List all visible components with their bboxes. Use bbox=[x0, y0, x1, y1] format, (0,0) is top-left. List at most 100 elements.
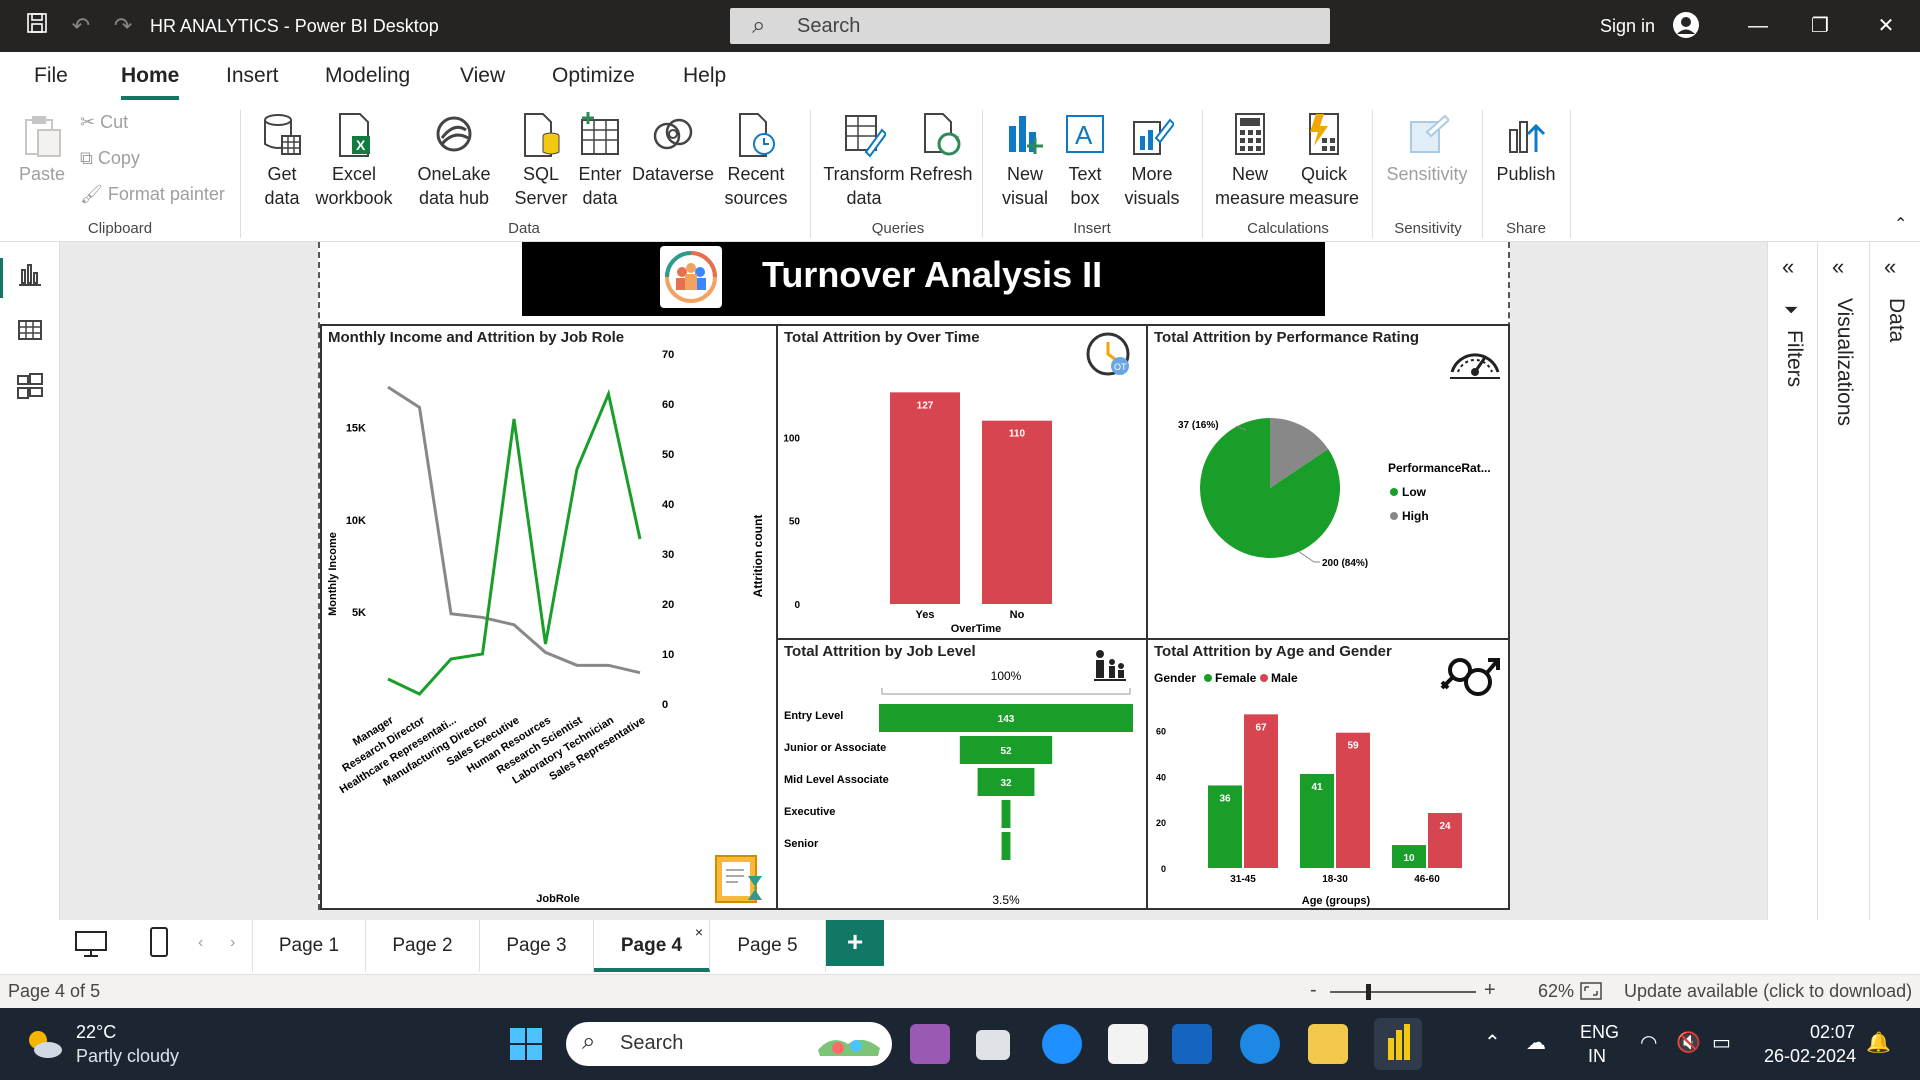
x-tick-label: 31-45 bbox=[1230, 874, 1256, 885]
more-visuals-button[interactable]: More visuals bbox=[1116, 112, 1188, 210]
myhp-icon[interactable] bbox=[1172, 1024, 1212, 1064]
desktop-layout-icon[interactable] bbox=[74, 930, 108, 965]
publish-button[interactable]: Publish bbox=[1494, 112, 1558, 186]
undo-icon[interactable]: ↶ bbox=[71, 13, 91, 38]
expand-filters-icon[interactable]: « bbox=[1782, 254, 1795, 279]
excel-workbook-button[interactable]: X Excel workbook bbox=[314, 112, 394, 210]
file-explorer-icon[interactable] bbox=[1308, 1024, 1348, 1064]
store-icon[interactable] bbox=[1108, 1024, 1148, 1064]
enter-data-button[interactable]: Enter data bbox=[574, 112, 626, 210]
edge-icon[interactable] bbox=[1042, 1024, 1082, 1064]
copilot-icon[interactable] bbox=[910, 1024, 950, 1064]
menu-home[interactable]: Home bbox=[121, 64, 180, 100]
menu-view[interactable]: View bbox=[460, 64, 506, 87]
battery-icon[interactable]: ▭ bbox=[1712, 1032, 1731, 1054]
close-tab-icon[interactable]: × bbox=[694, 924, 703, 940]
sensitivity-button[interactable]: Sensitivity bbox=[1382, 112, 1472, 186]
powerbi-taskbar-icon[interactable] bbox=[1374, 1018, 1422, 1070]
y-right-tick: 60 bbox=[662, 399, 674, 411]
help-icon[interactable] bbox=[1240, 1024, 1280, 1064]
report-view-icon[interactable] bbox=[16, 260, 46, 290]
x-axis-label: Age (groups) bbox=[1302, 895, 1371, 907]
wifi-icon[interactable]: ◠ bbox=[1640, 1032, 1658, 1054]
tray-chevron-icon[interactable]: ⌃ bbox=[1484, 1032, 1501, 1054]
mobile-layout-icon[interactable] bbox=[148, 926, 170, 965]
model-view-icon[interactable] bbox=[16, 372, 46, 402]
menu-insert[interactable]: Insert bbox=[226, 64, 279, 87]
performance-visual[interactable]: Total Attrition by Performance Rating Pe… bbox=[1146, 324, 1510, 640]
svg-text:X: X bbox=[356, 137, 366, 153]
tab-page-1[interactable]: Page 1 bbox=[252, 920, 366, 972]
overtime-visual[interactable]: Total Attrition by Over Time OT OverTime… bbox=[776, 324, 1148, 640]
sign-in-link[interactable]: Sign in bbox=[1600, 16, 1656, 36]
data-label: 59 bbox=[1347, 741, 1359, 752]
y-tick: 20 bbox=[1156, 818, 1166, 828]
refresh-button[interactable]: Refresh bbox=[906, 112, 976, 186]
transform-data-button[interactable]: Transform data bbox=[822, 112, 906, 210]
legend-male: Male bbox=[1271, 671, 1298, 685]
restore-icon[interactable]: ❐ bbox=[1811, 15, 1829, 37]
expand-visualizations-icon[interactable]: « bbox=[1832, 254, 1845, 279]
tab-page-2[interactable]: Page 2 bbox=[366, 920, 480, 972]
zoom-in-icon[interactable]: + bbox=[1484, 979, 1496, 1001]
tab-page-4[interactable]: Page 4 × bbox=[594, 920, 710, 972]
windows-start-icon[interactable] bbox=[508, 1026, 544, 1067]
clock-time[interactable]: 02:07 bbox=[1810, 1022, 1856, 1042]
tab-page-5[interactable]: Page 5 bbox=[710, 920, 826, 972]
tab-page-3[interactable]: Page 3 bbox=[480, 920, 594, 972]
menu-modeling[interactable]: Modeling bbox=[325, 64, 411, 87]
copy-button[interactable]: ⧉ Copy bbox=[80, 148, 140, 169]
close-icon[interactable]: ✕ bbox=[1877, 15, 1895, 37]
text-box-button[interactable]: A Text box bbox=[1058, 112, 1112, 210]
taskbar-search[interactable]: ⌕ Search bbox=[566, 1022, 892, 1066]
weather-text: Partly cloudy bbox=[76, 1046, 180, 1066]
get-data-button[interactable]: Get data bbox=[252, 112, 312, 210]
table-view-icon[interactable] bbox=[16, 316, 46, 346]
volume-mute-icon[interactable]: 🔇 bbox=[1676, 1032, 1701, 1054]
quick-measure-button[interactable]: Quick measure bbox=[1286, 112, 1362, 210]
minimize-icon[interactable]: — bbox=[1748, 15, 1768, 37]
save-icon[interactable] bbox=[22, 11, 52, 41]
age-gender-visual[interactable]: Total Attrition by Age and Gender Gender… bbox=[1146, 638, 1510, 910]
dataverse-button[interactable]: Dataverse bbox=[632, 112, 714, 186]
new-visual-button[interactable]: New visual bbox=[994, 112, 1056, 210]
visualizations-pane[interactable]: « Visualizations bbox=[1817, 242, 1869, 920]
job-level-visual[interactable]: Total Attrition by Job Level 100% 3.5% E… bbox=[776, 638, 1148, 910]
legend-high: High bbox=[1402, 509, 1429, 523]
status-bar: Page 4 of 5 - + 62% Update available (cl… bbox=[0, 974, 1920, 1008]
format-painter-button[interactable]: 🖌 Format painter bbox=[80, 184, 225, 205]
notification-bell-icon[interactable]: 🔔 bbox=[1866, 1032, 1891, 1054]
income-attrition-visual[interactable]: Monthly Income and Attrition by Job Role… bbox=[320, 324, 778, 910]
data-pane[interactable]: « Data bbox=[1869, 242, 1920, 920]
task-view-icon[interactable] bbox=[976, 1030, 1010, 1060]
collapse-ribbon-icon[interactable]: ⌃ bbox=[1894, 216, 1908, 233]
x-axis-label: JobRole bbox=[536, 893, 579, 905]
weather-icon[interactable] bbox=[24, 1026, 64, 1067]
menu-help[interactable]: Help bbox=[683, 64, 727, 87]
account-icon[interactable] bbox=[1666, 10, 1706, 42]
expand-data-icon[interactable]: « bbox=[1884, 254, 1897, 279]
zoom-out-icon[interactable]: - bbox=[1310, 979, 1317, 1001]
sql-server-button[interactable]: SQL Server bbox=[514, 112, 568, 210]
update-available-link[interactable]: Update available (click to download) bbox=[1624, 981, 1913, 1001]
zoom-slider[interactable] bbox=[1330, 984, 1476, 1000]
filters-pane[interactable]: « ⏷ Filters bbox=[1767, 242, 1817, 920]
language-code[interactable]: ENG bbox=[1580, 1022, 1620, 1042]
paste-button[interactable]: Paste bbox=[14, 112, 70, 186]
new-measure-button[interactable]: New measure bbox=[1212, 112, 1288, 210]
add-page-button[interactable]: + bbox=[826, 920, 884, 966]
bar-chart: OverTime 0 50 100 127 Yes 110 No bbox=[783, 392, 1052, 635]
menu-file[interactable]: File bbox=[34, 64, 68, 87]
redo-icon[interactable]: ↷ bbox=[113, 13, 133, 38]
cut-button[interactable]: ✂ Cut bbox=[80, 112, 128, 133]
fit-page-icon[interactable] bbox=[1580, 982, 1602, 1005]
search-box[interactable]: ⌕ Search bbox=[730, 8, 1330, 44]
tab-prev-icon[interactable]: ‹ bbox=[198, 934, 204, 951]
menu-optimize[interactable]: Optimize bbox=[552, 64, 635, 87]
zoom-thumb[interactable] bbox=[1366, 984, 1371, 1000]
onedrive-icon[interactable]: ☁ bbox=[1526, 1032, 1546, 1054]
tab-next-icon[interactable]: › bbox=[230, 934, 236, 951]
onelake-button[interactable]: OneLake data hub bbox=[398, 112, 510, 210]
y-right-tick: 10 bbox=[662, 649, 674, 661]
recent-sources-button[interactable]: Recent sources bbox=[720, 112, 792, 210]
